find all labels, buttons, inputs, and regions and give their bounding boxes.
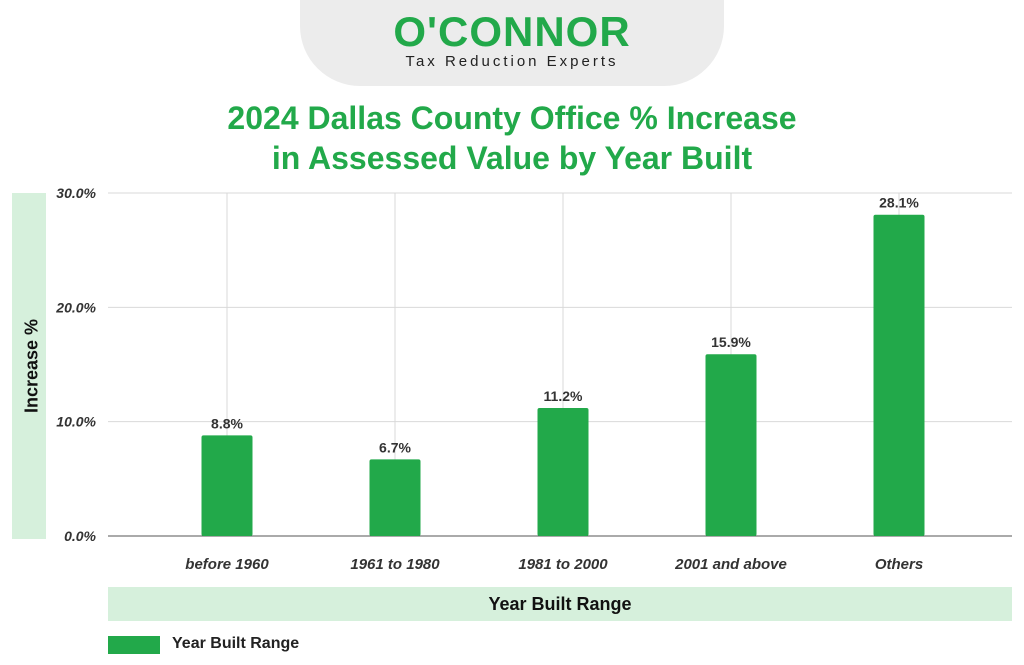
data-label: 6.7% [379, 439, 411, 455]
chart-title-line-1: 2024 Dallas County Office % Increase [227, 100, 797, 136]
logo-tagline: Tax Reduction Experts [405, 53, 619, 70]
data-label: 11.2% [544, 388, 583, 404]
logo-wordmark: O'CONNOR [393, 8, 631, 55]
bar [705, 354, 757, 536]
data-label: 8.8% [211, 415, 243, 431]
bar [537, 407, 589, 536]
y-tick-label: 20.0% [55, 299, 96, 315]
y-tick-label: 0.0% [64, 528, 96, 544]
logo-banner: O'CONNOR Tax Reduction Experts [300, 0, 724, 86]
bar [873, 214, 925, 536]
x-axis-label: Year Built Range [488, 594, 632, 614]
x-tick-label: Others [875, 556, 923, 573]
chart-title-line-2: in Assessed Value by Year Built [271, 140, 753, 176]
x-tick-label: 2001 and above [674, 556, 787, 573]
bar [369, 459, 421, 536]
x-tick-label: 1981 to 2000 [518, 556, 608, 573]
x-axis-label-band: Year Built Range [108, 587, 1012, 621]
legend-label: Year Built Range [172, 635, 300, 652]
data-label: 28.1% [879, 195, 919, 211]
legend-swatch [108, 636, 160, 654]
x-tick-label: before 1960 [185, 556, 269, 573]
y-tick-label: 10.0% [56, 414, 96, 430]
chart-title: 2024 Dallas County Office % Increase in … [0, 98, 1024, 178]
y-tick-label: 30.0% [56, 185, 96, 201]
bar [201, 435, 253, 536]
x-tick-label: 1961 to 1980 [350, 556, 440, 573]
y-axis-label-band [12, 193, 46, 539]
data-label: 15.9% [711, 334, 751, 350]
